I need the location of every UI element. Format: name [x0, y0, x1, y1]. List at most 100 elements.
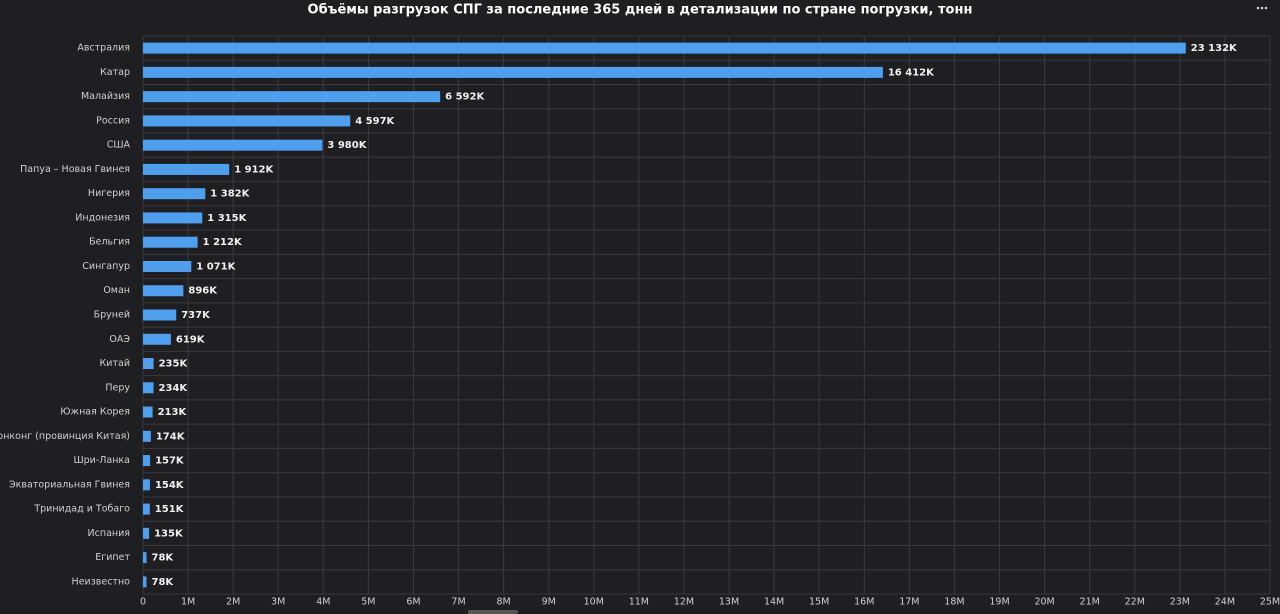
- value-label: 154K: [155, 480, 185, 491]
- x-tick-label: 9M: [542, 597, 556, 608]
- value-label: 16 412K: [888, 67, 935, 78]
- y-tick-label: Индонезия: [75, 212, 130, 223]
- y-tick-label: Неизвестно: [72, 576, 131, 587]
- x-tick-label: 5M: [361, 597, 375, 608]
- bar: [143, 552, 147, 564]
- x-tick-label: 20M: [1034, 597, 1054, 608]
- bar: [143, 382, 154, 394]
- y-tick-label: Малайзия: [81, 91, 130, 102]
- y-tick-label: Папуа – Новая Гвинея: [20, 164, 130, 175]
- value-label: 896K: [188, 286, 218, 297]
- value-label: 1 071K: [196, 261, 236, 272]
- bar: [143, 236, 198, 248]
- x-tick-label: 1M: [181, 597, 195, 608]
- x-tick-label: 2M: [226, 597, 240, 608]
- y-tick-label: Бруней: [94, 310, 130, 321]
- value-label: 619K: [176, 334, 206, 345]
- x-tick-label: 13M: [719, 597, 739, 608]
- bar: [143, 260, 192, 272]
- x-tick-label: 14M: [764, 597, 784, 608]
- y-tick-label: Шри-Ланка: [73, 455, 130, 466]
- x-tick-label: 4M: [316, 597, 330, 608]
- x-tick-label: 8M: [497, 597, 511, 608]
- bar: [143, 139, 323, 151]
- x-tick-label: 21M: [1080, 597, 1100, 608]
- value-label: 737K: [181, 310, 211, 321]
- x-tick-label: 19M: [989, 597, 1009, 608]
- x-tick-label: 0: [140, 597, 146, 608]
- chart-title: Объёмы разгрузок СПГ за последние 365 дн…: [308, 3, 973, 18]
- x-tick-label: 23M: [1170, 597, 1190, 608]
- bar: [143, 333, 171, 345]
- bar: [143, 42, 1186, 54]
- x-tick-label: 17M: [899, 597, 919, 608]
- y-tick-label: Китай: [100, 358, 130, 369]
- x-tick-label: 6M: [406, 597, 420, 608]
- value-label: 23 132K: [1191, 43, 1238, 54]
- bar: [143, 527, 150, 539]
- value-label: 151K: [155, 504, 185, 515]
- y-tick-label: Катар: [100, 67, 130, 78]
- y-tick-label: Египет: [95, 552, 130, 563]
- x-tick-label: 15M: [809, 597, 829, 608]
- x-tick-label: 25M: [1260, 597, 1280, 608]
- value-label: 6 592K: [445, 92, 485, 103]
- y-tick-label: Экваториальная Гвинея: [9, 479, 130, 490]
- value-label: 1 912K: [234, 164, 274, 175]
- y-tick-label: Перу: [105, 382, 130, 393]
- value-label: 213K: [158, 407, 188, 418]
- bar: [143, 163, 230, 175]
- bar: [143, 115, 351, 127]
- y-tick-label: Тринидад и Тобаго: [33, 504, 130, 515]
- value-label: 3 980K: [327, 140, 367, 151]
- x-tick-label: 3M: [271, 597, 285, 608]
- x-tick-label: 18M: [944, 597, 964, 608]
- y-tick-label: Оман: [103, 285, 130, 296]
- x-tick-label: 22M: [1125, 597, 1145, 608]
- bar: [143, 188, 206, 200]
- bar: [143, 503, 150, 515]
- y-tick-label: Россия: [96, 115, 130, 126]
- y-tick-label: Испания: [88, 528, 130, 539]
- value-label: 4 597K: [355, 116, 395, 127]
- bar: [143, 430, 151, 442]
- bar: [143, 455, 151, 467]
- value-label: 1 212K: [203, 237, 243, 248]
- x-tick-label: 7M: [451, 597, 465, 608]
- value-label: 1 315K: [207, 213, 247, 224]
- y-tick-label: Сингапур: [82, 261, 130, 272]
- menu-icon[interactable]: [1256, 6, 1268, 10]
- y-tick-label: Бельгия: [89, 237, 130, 248]
- y-tick-label: США: [107, 140, 131, 151]
- y-tick-label: Южная Корея: [60, 407, 130, 418]
- x-tick-label: 12M: [674, 597, 694, 608]
- y-tick-label: ОАЭ: [109, 334, 130, 345]
- bar: [143, 212, 203, 224]
- scrollbar[interactable]: [468, 610, 518, 614]
- y-tick-label: Австралия: [77, 43, 130, 54]
- value-label: 174K: [156, 431, 186, 442]
- bar: [143, 479, 150, 491]
- bar: [143, 406, 153, 418]
- y-tick-label: Нигерия: [88, 188, 130, 199]
- bar: [143, 91, 441, 103]
- value-label: 235K: [159, 359, 189, 370]
- x-tick-label: 24M: [1215, 597, 1235, 608]
- bar: [143, 66, 883, 78]
- value-label: 234K: [159, 383, 189, 394]
- x-tick-label: 16M: [854, 597, 874, 608]
- value-label: 135K: [154, 528, 184, 539]
- value-label: 157K: [155, 456, 185, 467]
- bar: [143, 285, 184, 297]
- x-tick-label: 11M: [629, 597, 649, 608]
- bar: [143, 358, 154, 370]
- value-label: 78K: [152, 577, 175, 588]
- bar: [143, 576, 147, 588]
- y-tick-label: Гонконг (провинция Китая): [0, 431, 130, 442]
- bar: [143, 309, 177, 321]
- x-tick-label: 10M: [584, 597, 604, 608]
- value-label: 78K: [152, 553, 175, 564]
- value-label: 1 382K: [210, 189, 250, 200]
